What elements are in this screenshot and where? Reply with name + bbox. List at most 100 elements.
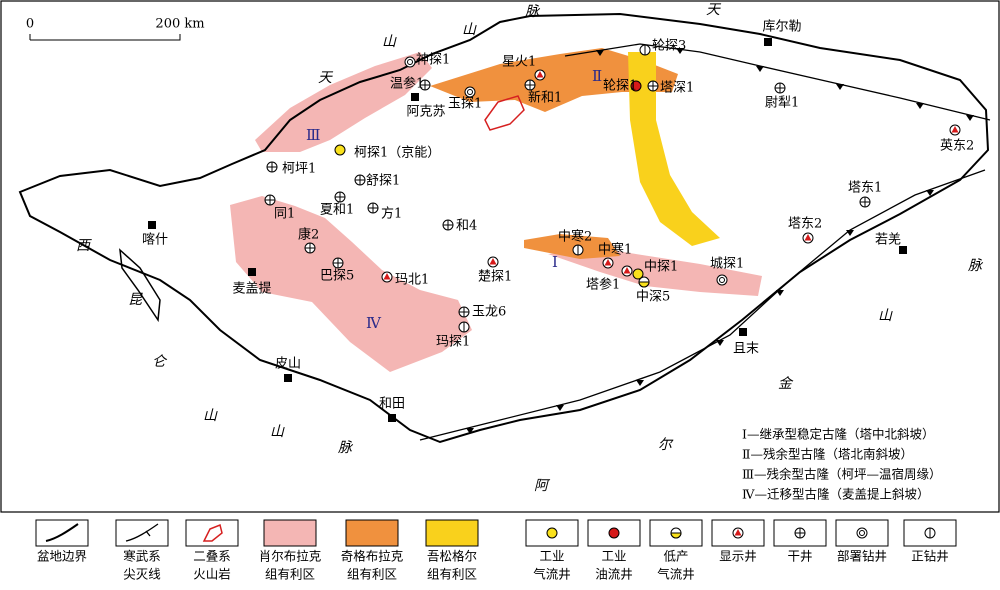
well-label: 舒探1 xyxy=(366,174,400,189)
well-label: 同1 xyxy=(274,207,295,222)
city-marker xyxy=(148,221,156,229)
well-label: 玉探1 xyxy=(448,97,482,112)
city-label: 且末 xyxy=(733,342,759,357)
legend-box xyxy=(425,519,479,547)
well-symbol xyxy=(795,528,805,538)
mountain-labels: 天 山 山 脉 天 西 昆 仑 山 山 脉 阿 尔 金 山 脉 xyxy=(76,2,984,494)
well-label: 玛北1 xyxy=(395,273,429,288)
well-symbol xyxy=(604,259,612,266)
basin-boundary xyxy=(119,248,161,323)
tick xyxy=(846,230,854,236)
well-label: 方1 xyxy=(381,206,402,222)
well-symbol xyxy=(856,527,868,539)
well-symbol xyxy=(383,273,391,280)
mountain-label: 脉 xyxy=(338,440,354,456)
region-label: Ⅳ xyxy=(366,314,382,332)
legend-symbol xyxy=(202,523,223,542)
xiaoerbulak-area xyxy=(548,250,762,296)
mountain-label: 山 xyxy=(270,424,285,440)
well-symbol xyxy=(546,527,558,539)
legend-box xyxy=(345,519,399,547)
well-symbol xyxy=(860,197,870,207)
mountain-label: 阿 xyxy=(534,478,551,494)
legend-label: 正钻井 xyxy=(911,549,949,564)
well-label: 玉龙6 xyxy=(472,305,506,320)
qigebulak-area xyxy=(430,48,678,112)
well-symbol xyxy=(464,86,476,98)
scale-end: 200 km xyxy=(155,17,204,32)
note: Ⅰ—继承型稳定古隆（塔中北斜坡） xyxy=(742,427,934,442)
scale-start: 0 xyxy=(26,17,34,32)
legend-label: 寒武系 xyxy=(123,549,161,564)
city-label: 阿克苏 xyxy=(406,104,445,120)
well-symbol xyxy=(623,267,631,274)
well-label: 塔东2 xyxy=(788,217,822,232)
note: Ⅳ—迁移型古隆（麦盖提上斜坡） xyxy=(742,487,930,502)
mountain-label: 山 xyxy=(462,22,477,38)
well-label: 巴探5 xyxy=(320,269,354,284)
legend-label: 吾松格尔 xyxy=(427,549,477,564)
note: Ⅱ—残余型古隆（塔北南斜坡） xyxy=(742,447,913,462)
well-label: 轮探1 xyxy=(603,79,637,94)
mountain-label: 脉 xyxy=(525,4,541,20)
note: Ⅲ—残余型古隆（柯坪—温宿周缘） xyxy=(742,467,942,482)
city-label: 麦盖提 xyxy=(232,281,271,297)
mountain-label: 昆 xyxy=(128,292,143,308)
pinchout-ticks xyxy=(466,48,974,434)
well-label: 塔深1 xyxy=(660,81,694,96)
tick xyxy=(596,50,604,56)
well-symbol xyxy=(335,192,345,202)
well-symbol xyxy=(716,274,728,286)
legend-box xyxy=(35,519,89,547)
xiaoerbulak-area xyxy=(230,196,472,372)
legend-label: 气流井 xyxy=(533,567,571,582)
mountain-label: 天 xyxy=(318,70,334,86)
legend-symbol xyxy=(125,523,159,542)
well-symbol xyxy=(333,258,343,268)
legend-box xyxy=(263,519,317,547)
legend-box xyxy=(711,519,765,547)
well-label: 中寒1 xyxy=(598,242,632,258)
well-label: 轮探3 xyxy=(652,39,686,54)
well-label: 城探1 xyxy=(710,257,744,272)
mountain-label: 仑 xyxy=(152,354,168,370)
well-symbol xyxy=(267,162,277,172)
well-symbol xyxy=(407,59,413,65)
well-label: 塔东1 xyxy=(848,181,882,196)
well-label: 星火1 xyxy=(502,55,536,70)
tick xyxy=(926,190,934,196)
well-label: 中探1 xyxy=(644,260,678,275)
well-label: 楚探1 xyxy=(478,270,512,285)
city-label: 若羌 xyxy=(875,232,901,248)
well-symbol xyxy=(459,307,469,317)
tick xyxy=(716,340,724,346)
mountain-label: 金 xyxy=(778,376,794,392)
mountain-label: 山 xyxy=(382,34,397,50)
tick xyxy=(776,290,784,296)
legend-label: 干井 xyxy=(787,549,812,564)
mountain-label: 天 xyxy=(706,2,722,18)
mountain-label: 西 xyxy=(76,238,92,254)
well-symbol xyxy=(859,530,865,536)
well-symbol xyxy=(734,529,742,536)
legend-box xyxy=(185,519,239,547)
legend-label: 盆地边界 xyxy=(37,549,88,564)
basin-boundary xyxy=(18,12,990,444)
city-marker xyxy=(248,268,256,276)
well-label: 玛探1 xyxy=(436,335,470,350)
legend-label: 部署钻井 xyxy=(837,549,887,564)
city-marker xyxy=(899,246,907,254)
region-label: Ⅱ xyxy=(592,67,602,85)
well-label: 英东2 xyxy=(940,139,974,154)
legend-label: 肖尔布拉克 xyxy=(259,549,322,564)
legend-box xyxy=(903,519,957,547)
wells: 神探1 温参1 星火1 新和1 玉探1 轮探3 轮探1 塔深1 尉犁1 英东2 柯探1（京能） 柯坪1… xyxy=(264,39,974,350)
city-marker xyxy=(411,93,419,101)
tick xyxy=(966,115,974,121)
city-marker xyxy=(764,38,772,46)
mountain-label: 山 xyxy=(878,308,893,324)
well-label: 柯坪1 xyxy=(282,162,316,177)
legend-label: 尖灭线 xyxy=(123,567,161,582)
tick xyxy=(466,428,474,434)
